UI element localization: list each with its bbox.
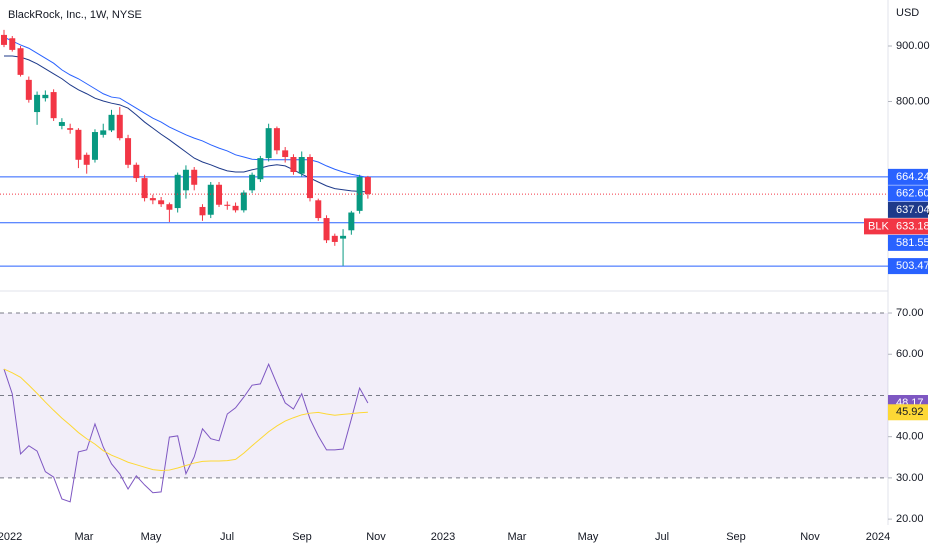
price-label-text: 633.18 xyxy=(896,220,930,232)
candle-body xyxy=(58,122,65,126)
price-label-text: 662.60 xyxy=(896,187,930,199)
y-tick-label: 900.00 xyxy=(896,40,930,52)
value-label: 45.92 xyxy=(888,404,928,421)
x-tick-label: 2024 xyxy=(866,531,890,543)
price-label: BLK 633.18 xyxy=(864,218,930,235)
price-label: 637.04 xyxy=(888,201,930,218)
value-label-bg xyxy=(888,404,928,421)
price-label: 664.24 xyxy=(888,168,930,185)
candle-body xyxy=(17,48,24,75)
candle-body xyxy=(116,114,123,139)
candle-body xyxy=(340,235,347,239)
price-label-text: 637.04 xyxy=(896,204,930,216)
price-label: 662.60 xyxy=(888,185,930,202)
x-tick-label: Nov xyxy=(366,531,386,543)
candle-body xyxy=(240,192,247,211)
value-label-text: 45.92 xyxy=(896,406,924,418)
price-label-text: 664.24 xyxy=(896,171,930,183)
x-tick-label: Nov xyxy=(800,531,820,543)
price-label-bg xyxy=(888,185,928,202)
candle-body xyxy=(257,158,264,180)
candle-body xyxy=(149,198,156,201)
candle-body xyxy=(141,178,148,199)
x-tick-label: Sep xyxy=(292,531,312,543)
candle-body xyxy=(306,157,313,199)
candle-body xyxy=(9,38,16,50)
indicator-line xyxy=(3,368,368,471)
candle-body xyxy=(323,218,330,241)
candle-body xyxy=(265,128,272,159)
candle-body xyxy=(182,169,189,191)
candle-body xyxy=(331,235,338,242)
moving-average xyxy=(3,36,368,179)
candle-body xyxy=(75,129,82,160)
candle-body xyxy=(207,184,214,215)
price-label-text: 581.55 xyxy=(896,237,930,249)
x-tick-label: Mar xyxy=(75,531,94,543)
y-tick-label: 800.00 xyxy=(896,95,930,107)
candle-body xyxy=(364,176,371,195)
candle-body xyxy=(133,164,140,179)
y-tick-label: 20.00 xyxy=(896,513,924,525)
x-tick-label: Jul xyxy=(655,531,669,543)
x-tick-label: Sep xyxy=(726,531,746,543)
price-label-bg xyxy=(888,201,928,218)
chart-title: BlackRock, Inc., 1W, NYSE xyxy=(8,9,142,21)
x-tick-label: May xyxy=(141,531,162,543)
price-label: 581.55 xyxy=(888,234,930,251)
y-tick-label: 60.00 xyxy=(896,348,924,360)
candle-body xyxy=(216,184,223,205)
candle-body xyxy=(50,92,57,119)
candle-body xyxy=(108,114,115,131)
candle-body xyxy=(290,157,297,173)
candle-body xyxy=(83,154,90,165)
candle-body xyxy=(232,205,239,211)
candle-body xyxy=(158,200,165,205)
x-tick-label: Jul xyxy=(220,531,234,543)
currency: USD xyxy=(896,7,919,19)
price-label-bg xyxy=(888,168,928,185)
candle-body xyxy=(356,176,363,211)
candle-body xyxy=(224,204,231,206)
y-tick-label: 70.00 xyxy=(896,307,924,319)
candle-body xyxy=(298,157,305,174)
candle-body xyxy=(348,212,355,231)
price-label-text: 503.47 xyxy=(896,260,930,272)
candle-body xyxy=(249,174,256,191)
price-label: 503.47 xyxy=(888,258,930,275)
candle-body xyxy=(91,132,98,160)
indicator-line xyxy=(3,362,369,503)
x-tick-label: May xyxy=(578,531,599,543)
candle-body xyxy=(315,200,322,219)
candle-body xyxy=(34,94,41,113)
candle-body xyxy=(174,174,181,209)
price-label-bg xyxy=(888,258,928,275)
candle-body xyxy=(273,128,280,151)
y-tick-label: 40.00 xyxy=(896,431,924,443)
candle-body xyxy=(100,130,107,135)
price-label-bg xyxy=(864,218,928,235)
x-tick-label: 2022 xyxy=(0,531,22,543)
price-label-bg xyxy=(888,234,928,251)
candle-body xyxy=(25,79,32,100)
y-tick-label: 30.00 xyxy=(896,472,924,484)
candle-body xyxy=(1,34,7,45)
x-tick-label: 2023 xyxy=(431,531,455,543)
candle-body xyxy=(67,128,74,130)
ticker-label: BLK xyxy=(868,220,889,232)
candle-body xyxy=(191,169,198,185)
candle-body xyxy=(125,138,132,165)
candle-body xyxy=(199,206,206,216)
x-tick-label: Mar xyxy=(508,531,527,543)
candle-body xyxy=(166,204,173,210)
candle-body xyxy=(42,94,49,99)
candle-body xyxy=(282,150,289,158)
